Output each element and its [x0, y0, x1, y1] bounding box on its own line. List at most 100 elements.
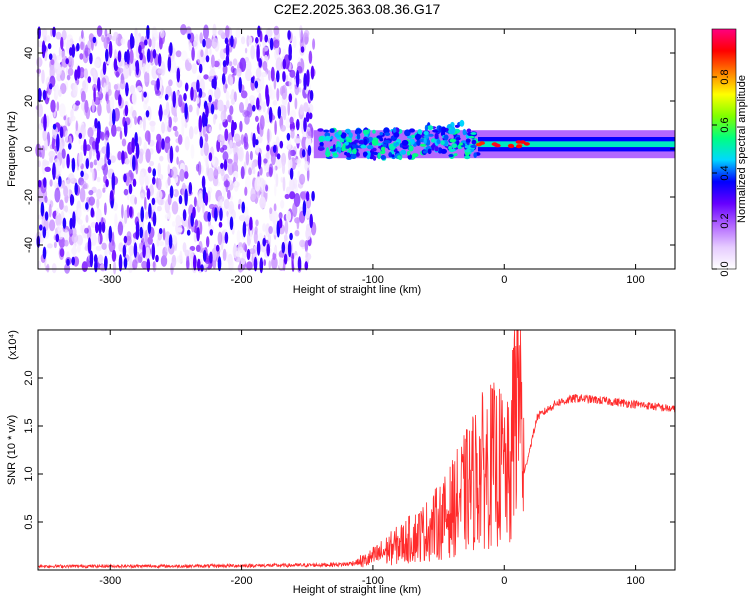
spectrogram-cell	[89, 161, 94, 169]
spectrogram-cell	[273, 39, 280, 49]
spectrogram-cell	[79, 187, 86, 203]
spectrogram-cell	[434, 132, 439, 140]
spectrogram-cell	[142, 244, 146, 259]
spectrogram-cell	[101, 242, 107, 250]
spectrogram-cell	[42, 89, 47, 101]
spectrogram-cell	[281, 152, 287, 166]
spectrogram-cell	[414, 133, 422, 141]
spectrogram-cell	[97, 77, 101, 92]
spectrogram-cell	[257, 25, 261, 38]
spectrogram-cell	[72, 102, 76, 111]
spectrogram-cell	[95, 208, 102, 223]
spectrogram-cell	[104, 153, 107, 168]
y-tick-label: 0.5	[23, 514, 35, 529]
y-tick-label: 40	[23, 47, 35, 59]
spectrogram-cell	[72, 82, 78, 97]
spectrogram-cell	[465, 138, 471, 143]
spectrogram-cell	[141, 90, 144, 102]
spectrogram-cell	[464, 149, 471, 153]
spectrogram-cell	[245, 97, 249, 108]
spectrogram-cell	[42, 44, 47, 53]
spectrogram-cell	[240, 134, 245, 145]
spectrogram-cell	[268, 226, 273, 234]
spectrogram-cell	[121, 138, 127, 147]
spectrogram-cell	[188, 42, 193, 52]
spectrogram-cell	[180, 24, 187, 36]
spectrogram-cell	[262, 47, 265, 57]
spectrogram-cell	[91, 98, 95, 113]
spectrogram-cell	[282, 176, 286, 192]
spectrogram-cell	[207, 167, 214, 182]
spectrogram-cell	[38, 122, 44, 131]
spectrogram-cell	[156, 42, 160, 54]
spectrogram-cell	[205, 155, 209, 168]
spectrogram-cell	[270, 66, 275, 82]
spectrogram-cell	[195, 33, 199, 43]
spectrogram-cell	[61, 156, 66, 169]
spectrogram-cell	[278, 257, 284, 270]
spectrogram-cell	[422, 150, 428, 154]
spectrogram-cell	[245, 68, 252, 82]
spectrogram-cell	[46, 263, 50, 273]
spectrogram-cell	[280, 176, 284, 183]
spectrogram-cell	[178, 94, 183, 108]
spectrogram-cell	[197, 193, 204, 208]
spectrogram-cell	[440, 148, 448, 154]
spectrogram-cell	[224, 128, 229, 141]
spectrogram-cell	[305, 111, 310, 123]
spectrogram-cell	[101, 165, 106, 171]
spectrogram-cell	[48, 53, 53, 60]
spectrogram-cell	[358, 140, 365, 145]
spectrogram-cell	[187, 33, 191, 40]
spectrogram-cell	[224, 231, 229, 244]
spectrogram-cell	[137, 212, 141, 219]
spectrogram-cell	[175, 214, 181, 227]
spectrogram-cell	[208, 126, 212, 133]
spectrogram-cell	[303, 117, 307, 133]
spectrogram-cell	[508, 144, 515, 149]
x-tick-label: -300	[99, 575, 121, 587]
spectrogram-cell	[97, 254, 104, 264]
spectrogram-cell	[93, 69, 96, 78]
spectrogram-cell	[59, 248, 65, 258]
spectrogram-cell	[80, 90, 86, 103]
spectrogram-cell	[275, 173, 279, 188]
spectrogram-cell	[246, 248, 251, 261]
spectrogram-cell	[56, 133, 60, 152]
spectrogram-cell	[324, 135, 331, 142]
spectrogram-cell	[144, 71, 150, 83]
spectrogram-cell	[181, 218, 189, 227]
spectrogram-cell	[114, 89, 119, 101]
spectrogram-cell	[184, 82, 189, 92]
spectrogram-cell	[224, 37, 229, 45]
spectrogram-cell	[53, 241, 57, 249]
spectrogram-cell	[280, 105, 286, 116]
spectrogram-cell	[222, 60, 227, 68]
spectrogram-cell	[284, 193, 290, 200]
spectrogram-cell	[217, 99, 224, 112]
spectrogram-cell	[132, 155, 136, 172]
spectrogram-cell	[156, 190, 163, 201]
spectrogram-cell	[240, 36, 246, 45]
spectrogram-cell	[266, 171, 270, 178]
spectrogram-cell	[244, 47, 248, 54]
spectrogram-cell	[97, 102, 102, 117]
spectrogram-cell	[50, 99, 56, 113]
spectrogram-cell	[129, 254, 132, 269]
spectrogram-cell	[339, 139, 345, 143]
spectrogram-cell	[191, 46, 195, 61]
spectrogram-cell	[113, 261, 117, 275]
spectrogram-cell	[172, 90, 176, 108]
spectrogram-cell	[49, 64, 55, 79]
spectrogram-cell	[92, 36, 97, 44]
spectrogram-cell	[126, 231, 132, 241]
spectrogram-cell	[317, 147, 325, 151]
spectrogram-cell	[49, 179, 53, 187]
spectrogram-cell	[466, 128, 472, 133]
spectrogram-cell	[210, 54, 215, 68]
spectrogram-cell	[147, 236, 153, 245]
spectrogram-cell	[50, 28, 53, 37]
spectrogram-cell	[172, 125, 178, 132]
spectrogram-cell	[285, 210, 292, 222]
spectrogram-cell	[348, 132, 353, 139]
